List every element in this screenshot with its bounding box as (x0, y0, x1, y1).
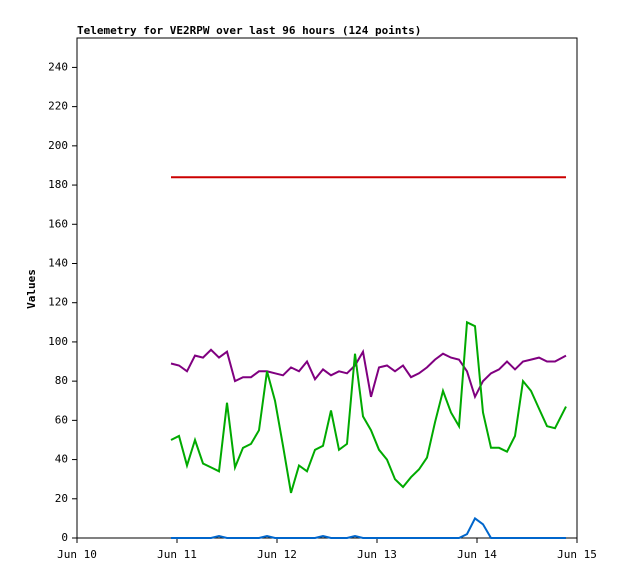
y-tick-label: 0 (61, 531, 68, 544)
x-tick-label: Jun 13 (357, 548, 397, 561)
series-line (170, 320, 567, 494)
y-tick-label: 160 (48, 217, 68, 230)
x-tick-label: Jun 10 (57, 548, 97, 561)
y-tick-label: 40 (55, 453, 68, 466)
y-axis-label: Values (25, 269, 38, 309)
y-tick-label: 120 (48, 296, 68, 309)
x-tick-label: Jun 11 (157, 548, 197, 561)
y-tick-label: 200 (48, 139, 68, 152)
y-tick-label: 60 (55, 413, 68, 426)
y-tick-label: 240 (48, 60, 68, 73)
series-line (171, 516, 566, 539)
y-tick-label: 100 (48, 335, 68, 348)
y-tick-label: 80 (55, 374, 68, 387)
series-line (170, 348, 567, 400)
x-tick-label: Jun 12 (257, 548, 297, 561)
y-tick-label: 20 (55, 492, 68, 505)
x-tick-label: Jun 14 (457, 548, 497, 561)
y-tick-label: 180 (48, 178, 68, 191)
chart-title: Telemetry for VE2RPW over last 96 hours … (77, 24, 421, 37)
y-tick-label: 220 (48, 100, 68, 113)
x-tick-label: Jun 15 (557, 548, 597, 561)
y-tick-label: 140 (48, 256, 68, 269)
